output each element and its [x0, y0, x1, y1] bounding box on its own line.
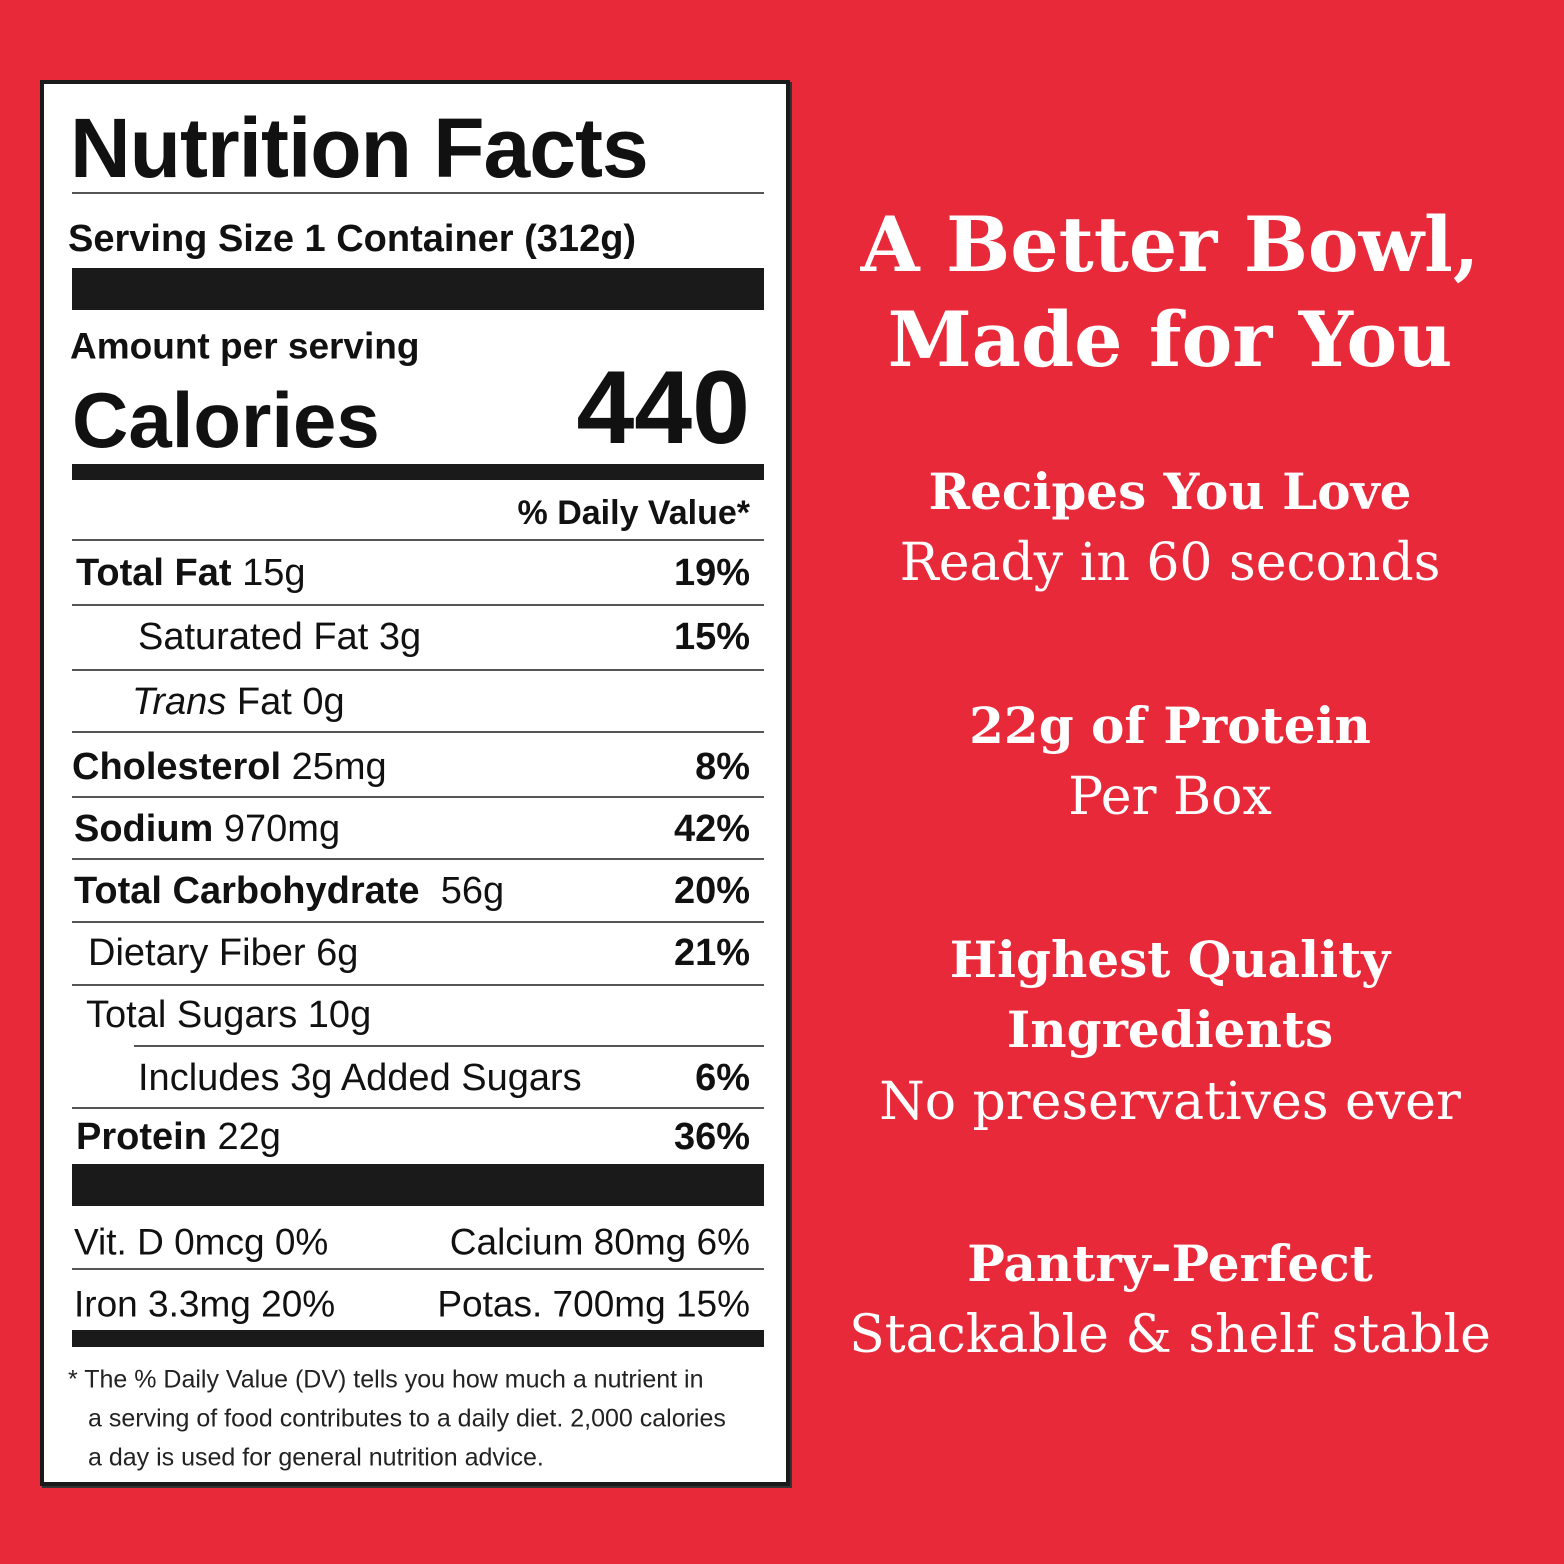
nutrient-dv: 36%: [673, 1116, 750, 1158]
feature-title: Highest Quality: [949, 930, 1391, 989]
feature-title: Recipes You Love: [928, 462, 1412, 521]
vitamin-d: Vit. D 0mcg 0%: [74, 1221, 329, 1263]
nutrient-row: Sodium 970mg: [74, 808, 341, 850]
nutrient-row: Protein 22g: [76, 1116, 281, 1158]
iron: Iron 3.3mg 20%: [74, 1283, 336, 1325]
label-title: Nutrition Facts: [70, 101, 649, 195]
footnote-line: * The % Daily Value (DV) tells you how m…: [68, 1365, 704, 1394]
nutrient-row: Cholesterol 25mg: [72, 746, 387, 788]
nutrient-row: Saturated Fat 3g: [138, 616, 422, 658]
feature-title: Ingredients: [1006, 1000, 1334, 1059]
amount-per-serving: Amount per serving: [70, 325, 420, 367]
nutrient-row: Total Carbohydrate 56g: [74, 870, 505, 912]
headline-line: A Better Bowl,: [860, 200, 1480, 289]
feature-subtitle: No preservatives ever: [879, 1072, 1461, 1132]
nutrient-dv: 8%: [695, 746, 750, 788]
feature-subtitle: Ready in 60 seconds: [899, 533, 1441, 593]
nutrient-dv: 15%: [673, 616, 750, 658]
calories-value: 440: [576, 350, 750, 466]
divider-bar: [72, 1330, 764, 1347]
nutrient-row: Includes 3g Added Sugars: [138, 1057, 582, 1099]
feature-title: Pantry-Perfect: [967, 1234, 1373, 1293]
potassium: Potas. 700mg 15%: [437, 1283, 750, 1325]
nutrient-dv: 20%: [673, 870, 750, 912]
nutrient-dv: 6%: [695, 1057, 750, 1099]
feature-title: 22g of Protein: [969, 696, 1371, 755]
serving-size-label: Serving Size: [68, 218, 294, 260]
divider-bar: [72, 268, 764, 310]
nutrient-row: Total Fat 15g: [76, 552, 306, 594]
nutrient-dv: 19%: [673, 552, 750, 594]
headline-line: Made for You: [887, 295, 1453, 384]
nutrient-dv: 21%: [673, 932, 750, 974]
nutrition-facts-label: Nutrition Facts Serving Size 1 Container…: [40, 80, 790, 1486]
nutrient-row: Dietary Fiber 6g: [88, 932, 359, 974]
footnote-line: a day is used for general nutrition advi…: [88, 1443, 544, 1472]
divider-bar: [72, 464, 764, 480]
divider-bar: [72, 1164, 764, 1206]
calcium: Calcium 80mg 6%: [449, 1221, 750, 1263]
serving-size-value: 1 Container (312g): [304, 218, 637, 260]
calories-label: Calories: [72, 376, 380, 464]
feature-subtitle: Stackable & shelf stable: [849, 1305, 1491, 1365]
footnote-line: a serving of food contributes to a daily…: [88, 1404, 726, 1433]
serving-size: Serving Size 1 Container (312g): [68, 220, 636, 258]
nutrient-dv: 42%: [673, 808, 750, 850]
daily-value-header: % Daily Value*: [517, 494, 750, 532]
nutrient-row: Trans Fat 0g: [132, 681, 345, 723]
feature-subtitle: Per Box: [1068, 767, 1272, 827]
nutrient-row: Total Sugars 10g: [86, 994, 372, 1036]
